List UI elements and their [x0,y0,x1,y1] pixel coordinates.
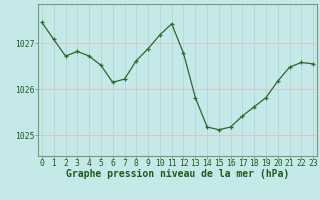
X-axis label: Graphe pression niveau de la mer (hPa): Graphe pression niveau de la mer (hPa) [66,169,289,179]
